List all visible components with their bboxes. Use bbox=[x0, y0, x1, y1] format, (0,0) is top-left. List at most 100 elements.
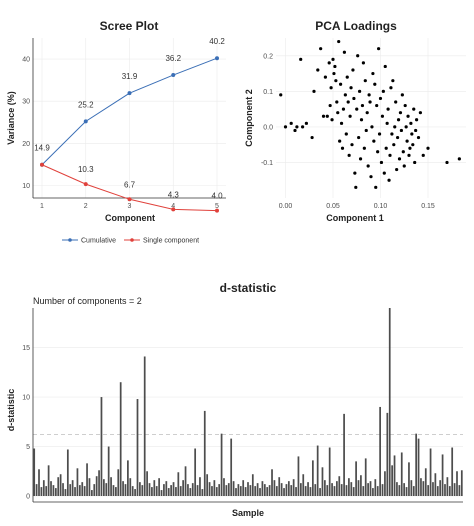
pca-point bbox=[376, 150, 380, 154]
pca-point bbox=[367, 93, 371, 97]
pca-point bbox=[386, 107, 390, 111]
pca-point bbox=[331, 57, 335, 61]
pca-point bbox=[364, 128, 368, 133]
pca-point bbox=[396, 118, 401, 122]
dstat-bar bbox=[338, 476, 341, 496]
pca-point bbox=[384, 146, 388, 150]
pca-point bbox=[340, 146, 345, 150]
scree-data-label: 31.9 bbox=[122, 72, 138, 81]
dstat-bar bbox=[74, 487, 76, 496]
pca-point bbox=[380, 114, 384, 118]
scree-y-tick-label: 20 bbox=[22, 141, 30, 148]
scree-y-tick-label: 10 bbox=[22, 183, 30, 190]
dstat-bar bbox=[429, 448, 432, 496]
pca-point bbox=[404, 125, 408, 129]
pca-loadings-title: PCA Loadings bbox=[315, 19, 397, 33]
pca-point bbox=[279, 93, 283, 97]
dstat-bar bbox=[239, 486, 242, 496]
dstat-bar bbox=[412, 486, 415, 496]
pca-point bbox=[402, 164, 406, 168]
dstat-bar bbox=[386, 412, 389, 496]
dstat-bar bbox=[396, 482, 398, 496]
dstat-bar bbox=[215, 487, 218, 496]
scree-y-tick-label: 30 bbox=[22, 99, 30, 106]
pca-point bbox=[335, 100, 339, 104]
dstat-bar bbox=[453, 483, 456, 496]
legend-cumulative-label: Cumulative bbox=[81, 238, 116, 245]
scree-data-label: 10.3 bbox=[78, 165, 94, 174]
dstat-bar bbox=[287, 481, 290, 496]
dstat-bar bbox=[33, 448, 36, 496]
dstat-bar bbox=[311, 460, 314, 496]
pca-point bbox=[348, 114, 352, 118]
pca-point bbox=[399, 128, 403, 133]
d-statistic-y-axis-label: d-statistic bbox=[6, 389, 16, 432]
pca-point bbox=[377, 47, 381, 51]
pca-point bbox=[383, 64, 387, 69]
pca-point bbox=[392, 143, 396, 147]
scree-x-tick-label: 3 bbox=[128, 203, 132, 210]
dstat-bar bbox=[78, 485, 81, 496]
pca-point bbox=[385, 121, 389, 125]
dstat-y-tick-label: 5 bbox=[26, 444, 30, 451]
pca-point bbox=[407, 153, 411, 157]
legend-cumulative-dot bbox=[68, 238, 72, 242]
dstat-bar bbox=[268, 485, 271, 496]
dstat-bar bbox=[324, 480, 326, 496]
dstat-bar bbox=[136, 399, 139, 496]
pca-point bbox=[408, 146, 412, 150]
d-statistic-subtitle: Number of components = 2 bbox=[33, 296, 142, 306]
pca-point bbox=[337, 39, 341, 44]
dstat-bar bbox=[184, 466, 187, 496]
dstat-bar bbox=[266, 487, 269, 496]
dstat-bar bbox=[208, 482, 211, 496]
dstat-bar bbox=[38, 469, 40, 496]
pca-point bbox=[415, 118, 419, 122]
pca-point bbox=[401, 150, 405, 154]
pca-point bbox=[375, 103, 379, 108]
pca-point bbox=[301, 125, 305, 129]
dstat-bar bbox=[355, 461, 357, 496]
dstat-bar bbox=[367, 483, 369, 496]
dstat-bar bbox=[129, 478, 132, 496]
pca-point bbox=[289, 121, 293, 125]
dstat-bar bbox=[307, 482, 309, 496]
dstat-bar bbox=[127, 460, 129, 496]
dstat-bar bbox=[331, 483, 333, 496]
dstat-bar bbox=[115, 487, 117, 496]
dstat-bar bbox=[191, 483, 194, 496]
pca-point bbox=[411, 143, 415, 147]
pca-point bbox=[293, 128, 297, 133]
dstat-bar bbox=[40, 487, 43, 496]
dstat-bar bbox=[321, 467, 324, 496]
dstat-bar bbox=[179, 486, 182, 496]
pca-point bbox=[344, 132, 348, 136]
dstat-bar bbox=[333, 486, 336, 496]
dstat-bar bbox=[314, 484, 317, 496]
dstat-bar bbox=[460, 470, 463, 496]
pca-point bbox=[369, 175, 373, 179]
pca-point bbox=[283, 125, 288, 129]
pca-point bbox=[388, 153, 392, 157]
dstat-bar bbox=[283, 488, 285, 496]
dstat-bar bbox=[35, 484, 38, 496]
pca-point bbox=[363, 79, 367, 83]
pca-point bbox=[345, 75, 349, 79]
pca-y-tick-label: 0.0 bbox=[263, 124, 273, 131]
dstat-bar bbox=[259, 488, 261, 496]
dstat-y-tick-label: 10 bbox=[22, 395, 30, 402]
pca-point bbox=[357, 135, 361, 140]
pca-point bbox=[406, 114, 410, 118]
dstat-bar bbox=[177, 472, 180, 496]
pca-point bbox=[336, 111, 340, 115]
pca-point bbox=[405, 139, 409, 143]
pca-point bbox=[379, 160, 384, 165]
dstat-bar bbox=[352, 487, 355, 496]
scree-plot-y-axis-label: Variance (%) bbox=[6, 91, 16, 145]
dstat-bar bbox=[158, 478, 160, 496]
dstat-bar bbox=[415, 433, 418, 496]
dstat-bar bbox=[249, 485, 252, 496]
pca-y-tick-label: -0.1 bbox=[261, 160, 273, 167]
dstat-bar bbox=[141, 485, 144, 496]
dstat-bar bbox=[50, 481, 52, 496]
